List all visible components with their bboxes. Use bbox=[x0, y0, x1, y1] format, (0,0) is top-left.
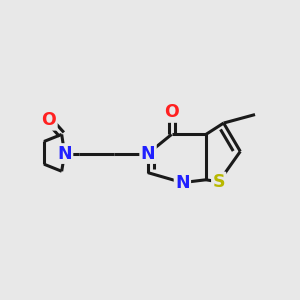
Text: N: N bbox=[57, 145, 72, 163]
Text: N: N bbox=[175, 174, 190, 192]
Text: N: N bbox=[141, 145, 155, 163]
Text: S: S bbox=[212, 173, 225, 191]
Text: O: O bbox=[164, 103, 179, 122]
Text: O: O bbox=[41, 111, 56, 129]
